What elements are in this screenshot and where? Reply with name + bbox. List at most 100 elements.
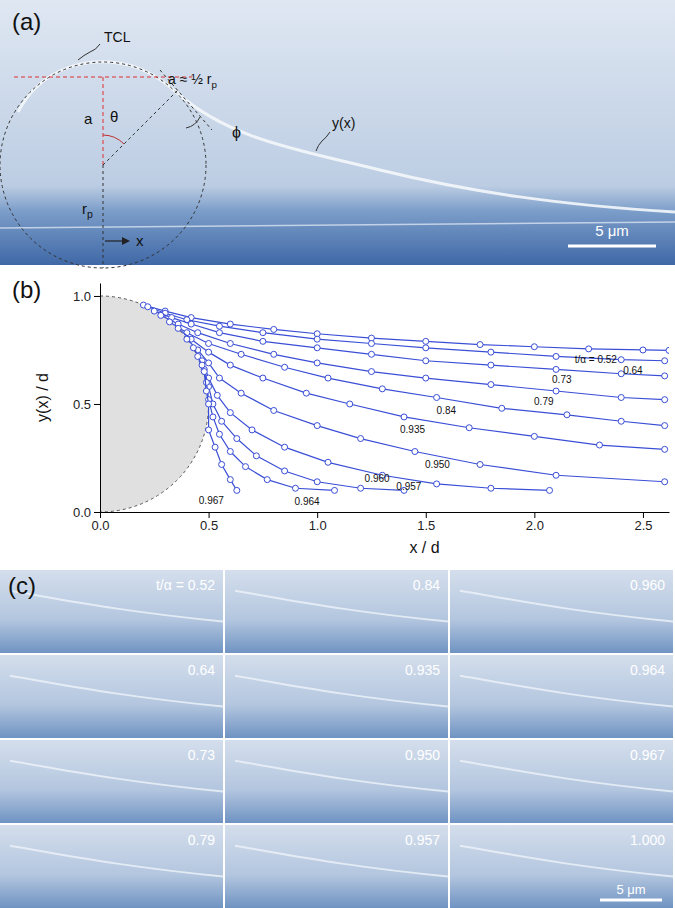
series-label: 0.84: [437, 405, 457, 416]
marker: [216, 323, 222, 329]
frame: 0.957: [225, 825, 448, 908]
marker: [175, 325, 181, 331]
frame-label: 1.000: [630, 832, 665, 848]
phi-arc: [186, 117, 200, 128]
marker: [368, 351, 374, 357]
marker: [662, 358, 668, 364]
micrograph: [0, 570, 223, 653]
marker: [412, 449, 418, 455]
micrograph: [225, 570, 448, 653]
series-line: [161, 315, 665, 399]
series-label: 0.64: [623, 365, 643, 376]
panel-a: (a)TCLa ≈ ½ rpaθrpϕy(x)x5 μm: [0, 0, 675, 268]
marker: [423, 375, 429, 381]
yx-pointer: [316, 132, 330, 151]
micrograph: [225, 825, 448, 908]
marker: [488, 485, 494, 491]
frame: 0.950: [225, 740, 448, 823]
tick-label: 0.5: [200, 518, 218, 533]
frame: 0.964: [450, 655, 673, 738]
micrograph: [450, 740, 673, 823]
marker: [227, 477, 233, 483]
annotation: TCL: [104, 29, 131, 45]
particle-outline: [0, 62, 206, 268]
series-line: [204, 372, 237, 491]
marker: [423, 338, 429, 344]
series-label: 0.964: [295, 496, 320, 507]
series-line: [198, 356, 404, 490]
marker: [151, 308, 157, 314]
marker: [477, 461, 483, 467]
tick: 1.0: [309, 512, 327, 533]
marker: [260, 375, 266, 381]
panel-label: (c): [8, 572, 36, 599]
series-label: 0.967: [199, 495, 224, 506]
marker: [216, 431, 222, 437]
y-axis: 0.00.51.0: [73, 284, 101, 520]
micrograph: [0, 655, 223, 738]
scale-bar-label: 5 μm: [595, 222, 629, 239]
micrograph: [450, 570, 673, 653]
micrograph: [0, 825, 223, 908]
tangent-line: [160, 70, 212, 130]
marker: [368, 340, 374, 346]
figure: (a)TCLa ≈ ½ rpaθrpϕy(x)x5 μm(b)t/α = 0.5…: [0, 0, 675, 908]
marker: [188, 321, 194, 327]
marker: [271, 407, 277, 413]
marker: [586, 346, 592, 352]
radius-a: [103, 77, 104, 165]
marker: [206, 401, 212, 407]
tick: 0.5: [200, 512, 218, 533]
marker: [314, 423, 320, 429]
frame: 0.64: [0, 655, 223, 738]
axis-line: [100, 284, 101, 513]
marker: [260, 330, 266, 336]
annotation-text: a ≈ ½ r: [168, 71, 212, 87]
marker: [243, 464, 249, 470]
tick-label: 1.5: [417, 518, 435, 533]
x-arrow-head: [122, 237, 130, 245]
series-line: [193, 348, 549, 491]
marker: [314, 479, 320, 485]
marker: [206, 360, 212, 366]
micrograph: [0, 0, 675, 265]
marker: [292, 485, 298, 491]
marker: [597, 442, 603, 448]
annotation: rp: [82, 200, 93, 220]
marker: [423, 358, 429, 364]
x-axis: 0.00.51.01.52.02.5: [91, 512, 669, 533]
frame-label: 0.79: [188, 832, 215, 848]
frame: 0.960: [450, 570, 673, 653]
marker: [195, 330, 201, 336]
particle: [100, 296, 209, 512]
marker: [368, 369, 374, 375]
marker: [640, 347, 646, 353]
interface-curve: [460, 846, 673, 877]
series-line: [154, 311, 664, 376]
angle-line: [103, 90, 178, 165]
marker: [553, 366, 559, 372]
tick-label: 1.0: [309, 518, 327, 533]
marker: [253, 453, 259, 459]
marker: [203, 388, 209, 394]
marker: [477, 342, 483, 348]
marker: [249, 427, 255, 433]
annotation: ϕ: [232, 124, 241, 141]
frame-label: 0.964: [630, 662, 665, 678]
marker: [216, 330, 222, 336]
marker: [214, 392, 220, 398]
frame-label: 0.935: [405, 662, 440, 678]
frame-label: 0.950: [405, 747, 440, 763]
marker: [466, 425, 472, 431]
tick: 1.5: [417, 512, 435, 533]
frame: 0.73: [0, 740, 223, 823]
marker: [423, 345, 429, 351]
tick-label: 2.5: [634, 518, 652, 533]
frame-label: 0.73: [188, 747, 215, 763]
marker: [618, 395, 624, 401]
tick-mark: [94, 404, 100, 405]
axis-line: [101, 512, 670, 513]
substrate-line: [0, 222, 675, 228]
micrograph: [225, 740, 448, 823]
marker: [199, 362, 205, 368]
